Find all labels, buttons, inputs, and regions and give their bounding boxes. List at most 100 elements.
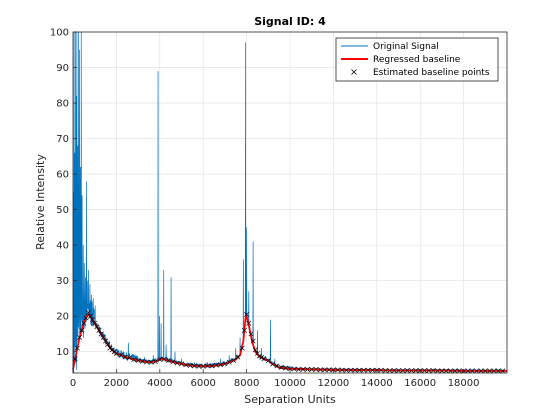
baseline-point-marker bbox=[170, 359, 176, 365]
baseline-point-marker bbox=[98, 331, 104, 337]
baseline-point-marker bbox=[259, 354, 265, 360]
baseline-point-marker bbox=[235, 354, 241, 360]
baseline-point-marker bbox=[278, 364, 284, 370]
x-tick-label: 0 bbox=[70, 378, 76, 389]
baseline-point-marker bbox=[87, 313, 93, 319]
baseline-point-marker bbox=[261, 356, 267, 362]
y-tick-label: 60 bbox=[56, 170, 69, 181]
baseline-point-marker bbox=[495, 368, 501, 374]
y-tick-label: 100 bbox=[50, 28, 69, 39]
x-tick-label: 2000 bbox=[104, 378, 129, 389]
baseline-point-marker bbox=[400, 368, 406, 373]
baseline-point-marker bbox=[413, 368, 419, 373]
baseline-point-marker bbox=[409, 368, 414, 373]
baseline-point-marker bbox=[187, 363, 193, 368]
baseline-point-marker bbox=[322, 367, 328, 373]
baseline-point-marker bbox=[231, 358, 237, 364]
baseline-point-marker bbox=[244, 311, 250, 317]
baseline-points-series bbox=[72, 310, 506, 374]
baseline-point-marker bbox=[209, 363, 215, 369]
baseline-point-marker bbox=[291, 366, 297, 372]
x-tick-label: 16000 bbox=[404, 378, 436, 389]
baseline-point-marker bbox=[487, 368, 493, 374]
baseline-point-marker bbox=[283, 365, 289, 371]
baseline-point-marker bbox=[79, 327, 85, 333]
baseline-point-marker bbox=[135, 358, 141, 364]
baseline-point-marker bbox=[383, 368, 388, 373]
legend-label-baseline-points: Estimated baseline points bbox=[373, 68, 490, 78]
baseline-point-marker bbox=[270, 361, 276, 367]
baseline-point-marker bbox=[174, 360, 180, 366]
baseline-point-marker bbox=[85, 310, 91, 316]
baseline-point-marker bbox=[250, 338, 256, 344]
baseline-point-marker bbox=[300, 367, 306, 372]
x-tick-label: 14000 bbox=[361, 378, 393, 389]
baseline-point-marker bbox=[100, 335, 106, 340]
baseline-point-marker bbox=[365, 367, 371, 373]
x-tick-label: 4000 bbox=[147, 378, 172, 389]
baseline-point-marker bbox=[326, 367, 332, 373]
baseline-point-marker bbox=[439, 368, 445, 374]
baseline-point-marker bbox=[139, 358, 145, 364]
baseline-point-marker bbox=[246, 320, 252, 326]
baseline-point-marker bbox=[435, 368, 441, 374]
baseline-point-marker bbox=[448, 368, 454, 374]
baseline-point-marker bbox=[378, 367, 384, 373]
baseline-point-marker bbox=[126, 355, 132, 361]
baseline-point-marker bbox=[200, 363, 206, 369]
baseline-point-marker bbox=[456, 368, 462, 374]
baseline-point-marker bbox=[465, 368, 471, 374]
y-axis-label: Relative Intensity bbox=[34, 154, 47, 250]
baseline-point-marker bbox=[482, 368, 488, 374]
baseline-point-marker bbox=[309, 367, 315, 372]
baseline-point-marker bbox=[469, 368, 475, 374]
baseline-point-marker bbox=[396, 368, 401, 373]
y-tick-label: 30 bbox=[56, 276, 69, 287]
baseline-point-marker bbox=[218, 362, 224, 368]
baseline-point-marker bbox=[474, 368, 480, 374]
baseline-point-marker bbox=[491, 368, 497, 374]
baseline-point-marker bbox=[113, 351, 119, 356]
baseline-point-marker bbox=[157, 357, 163, 362]
chart-title: Signal ID: 4 bbox=[254, 15, 326, 28]
baseline-point-marker bbox=[183, 362, 189, 368]
grid bbox=[73, 32, 507, 373]
baseline-point-marker bbox=[404, 368, 410, 373]
y-tick-label: 50 bbox=[56, 205, 69, 216]
baseline-point-marker bbox=[148, 359, 154, 365]
baseline-point-marker bbox=[248, 331, 254, 337]
baseline-point-marker bbox=[265, 358, 271, 364]
baseline-point-marker bbox=[387, 368, 393, 373]
baseline-point-marker bbox=[500, 368, 506, 374]
legend-label-regressed-baseline: Regressed baseline bbox=[373, 55, 461, 65]
x-axis-label: Separation Units bbox=[244, 393, 336, 406]
baseline-point-marker bbox=[343, 367, 349, 373]
baseline-point-marker bbox=[81, 320, 87, 326]
baseline-point-marker bbox=[443, 368, 449, 374]
baseline-point-marker bbox=[352, 367, 358, 373]
baseline-point-marker bbox=[166, 358, 171, 364]
baseline-point-marker bbox=[213, 362, 219, 368]
baseline-point-marker bbox=[103, 338, 108, 344]
baseline-point-marker bbox=[161, 356, 167, 362]
baseline-point-marker bbox=[90, 317, 95, 323]
baseline-point-marker bbox=[179, 361, 184, 367]
baseline-point-marker bbox=[226, 359, 232, 365]
legend-label-original-signal: Original Signal bbox=[373, 42, 439, 52]
baseline-point-marker bbox=[348, 367, 354, 373]
baseline-point-marker bbox=[205, 363, 210, 369]
baseline-point-marker bbox=[478, 368, 484, 374]
baseline-point-marker bbox=[339, 367, 345, 373]
baseline-point-marker bbox=[96, 327, 102, 333]
baseline-point-marker bbox=[304, 367, 310, 372]
baseline-point-marker bbox=[356, 367, 362, 373]
x-tick-label: 12000 bbox=[317, 378, 349, 389]
baseline-point-marker bbox=[430, 368, 436, 373]
y-tick-label: 20 bbox=[56, 312, 69, 323]
baseline-point-marker bbox=[317, 367, 323, 373]
baseline-point-marker bbox=[274, 363, 280, 369]
baseline-point-marker bbox=[239, 345, 245, 351]
baseline-point-marker bbox=[452, 368, 458, 374]
x-tick-label: 8000 bbox=[234, 378, 259, 389]
y-tick-label: 10 bbox=[56, 347, 69, 358]
